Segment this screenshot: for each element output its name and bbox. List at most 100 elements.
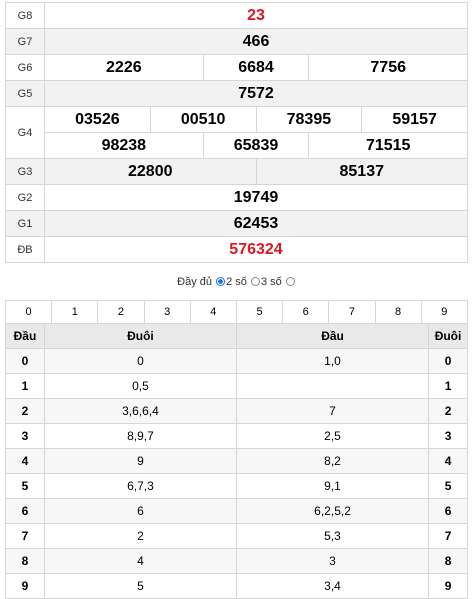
prize-value: 7756	[308, 54, 468, 81]
loto-tails: 9	[43, 448, 237, 474]
loto-tails: 2	[43, 523, 237, 549]
prize-label: G6	[5, 54, 45, 81]
loto-row: 4 9 8,2 4	[5, 448, 468, 474]
prize-value: 466	[44, 28, 468, 55]
digit-button-8[interactable]: 8	[374, 300, 422, 324]
digit-button-0[interactable]: 0	[4, 300, 53, 324]
prize-row-g7: G7 466	[5, 28, 468, 55]
loto-tails: 6	[43, 498, 237, 524]
prize-value: 65839	[202, 132, 310, 159]
loto-table: Đầu Đuôi Đầu Đuôi 0 0 1,0 0 1 0,5 1 2 3,6,6,4 7 2 3…	[5, 323, 468, 599]
loto-heads: 3	[235, 548, 430, 574]
prize-value: 23	[44, 2, 468, 29]
digit-button-7[interactable]: 7	[328, 300, 376, 324]
prize-row-db: ĐB 576324	[5, 236, 468, 263]
digit-button-5[interactable]: 5	[235, 300, 284, 324]
prize-row-g2: G2 19749	[5, 184, 468, 211]
radio-two-digits[interactable]	[216, 277, 226, 286]
prize-row-g3: G3 22800 85137	[5, 158, 468, 185]
loto-tail-digit: 7	[428, 523, 468, 549]
loto-header-row: Đầu Đuôi Đầu Đuôi	[5, 323, 468, 349]
prize-row-g6: G6 2226 6684 7756	[5, 54, 468, 81]
loto-head-digit: 7	[5, 523, 45, 549]
option-full-label[interactable]: Đầy đủ	[177, 276, 213, 288]
prize-value: 85137	[255, 158, 468, 185]
loto-head-digit: 0	[5, 348, 45, 374]
loto-heads: 1,0	[235, 348, 430, 374]
loto-row: 0 0 1,0 0	[5, 348, 468, 374]
loto-tails: 8,9,7	[43, 423, 237, 449]
option-two-label[interactable]: 2 số	[226, 276, 247, 288]
loto-heads: 7	[235, 398, 430, 424]
loto-head-digit: 5	[5, 473, 45, 499]
header-dau-left: Đầu	[5, 323, 45, 349]
prize-value: 22800	[44, 158, 257, 185]
prize-value: 03526	[44, 106, 151, 133]
prize-value: 6684	[202, 54, 310, 81]
loto-heads: 6,2,5,2	[235, 498, 430, 524]
header-duoi-left: Đuôi	[43, 323, 237, 349]
loto-tail-digit: 1	[428, 373, 468, 399]
loto-head-digit: 1	[5, 373, 45, 399]
loto-tail-digit: 4	[428, 448, 468, 474]
prize-row-g8: G8 23	[5, 2, 468, 29]
digit-button-9[interactable]: 9	[420, 300, 469, 324]
prize-row-g5: G5 7572	[5, 80, 468, 107]
loto-row: 1 0,5 1	[5, 373, 468, 399]
prize-label: G5	[5, 80, 45, 107]
loto-head-digit: 4	[5, 448, 45, 474]
loto-row: 5 6,7,3 9,1 5	[5, 473, 468, 499]
digit-button-6[interactable]: 6	[282, 300, 330, 324]
loto-row: 7 2 5,3 7	[5, 523, 468, 549]
prize-value: 59157	[361, 106, 468, 133]
digit-button-2[interactable]: 2	[97, 300, 145, 324]
loto-heads: 8,2	[235, 448, 430, 474]
prize-label: G4	[5, 106, 45, 159]
header-dau-right: Đầu	[235, 323, 430, 349]
loto-tails: 0	[43, 348, 237, 374]
digit-button-1[interactable]: 1	[51, 300, 99, 324]
loto-tails: 3,6,6,4	[43, 398, 237, 424]
loto-head-digit: 2	[5, 398, 45, 424]
loto-row: 2 3,6,6,4 7 2	[5, 398, 468, 424]
prize-value: 00510	[149, 106, 257, 133]
prize-value: 98238	[44, 132, 204, 159]
prize-label: G3	[5, 158, 45, 185]
prize-value: 7572	[44, 80, 468, 107]
loto-tails: 4	[43, 548, 237, 574]
loto-heads: 2,5	[235, 423, 430, 449]
loto-heads: 9,1	[235, 473, 430, 499]
results-table: G8 23 G7 466 G6 2226 6684 7756 G5 7572 G…	[5, 2, 468, 263]
digit-button-3[interactable]: 3	[143, 300, 191, 324]
loto-row: 6 6 6,2,5,2 6	[5, 498, 468, 524]
loto-tail-digit: 8	[428, 548, 468, 574]
display-options: Đầy đủ 2 số 3 số	[0, 276, 473, 288]
digit-button-4[interactable]: 4	[189, 300, 237, 324]
loto-tail-digit: 0	[428, 348, 468, 374]
prize-label: G1	[5, 210, 45, 237]
digit-filter-bar: 0 1 2 3 4 5 6 7 8 9	[4, 300, 469, 324]
prize-value: 2226	[44, 54, 204, 81]
prize-value: 78395	[255, 106, 363, 133]
prize-label: G2	[5, 184, 45, 211]
loto-heads: 5,3	[235, 523, 430, 549]
loto-tail-digit: 2	[428, 398, 468, 424]
loto-tail-digit: 3	[428, 423, 468, 449]
loto-head-digit: 6	[5, 498, 45, 524]
loto-head-digit: 8	[5, 548, 45, 574]
prize-value: 62453	[44, 210, 468, 237]
prize-row-g4-a: G4 03526 00510 78395 59157	[5, 106, 468, 159]
prize-value: 19749	[44, 184, 468, 211]
prize-row-g1: G1 62453	[5, 210, 468, 237]
prize-value: 71515	[308, 132, 468, 159]
radio-three-digits[interactable]	[250, 277, 260, 286]
loto-head-digit: 3	[5, 423, 45, 449]
loto-tail-digit: 5	[428, 473, 468, 499]
loto-row: 3 8,9,7 2,5 3	[5, 423, 468, 449]
prize-label: G7	[5, 28, 45, 55]
radio-full[interactable]	[285, 277, 295, 286]
option-three-label[interactable]: 3 số	[260, 276, 282, 288]
header-duoi-right: Đuôi	[428, 323, 468, 349]
prize-row-g4-b: 98238 65839 71515	[6, 132, 468, 159]
